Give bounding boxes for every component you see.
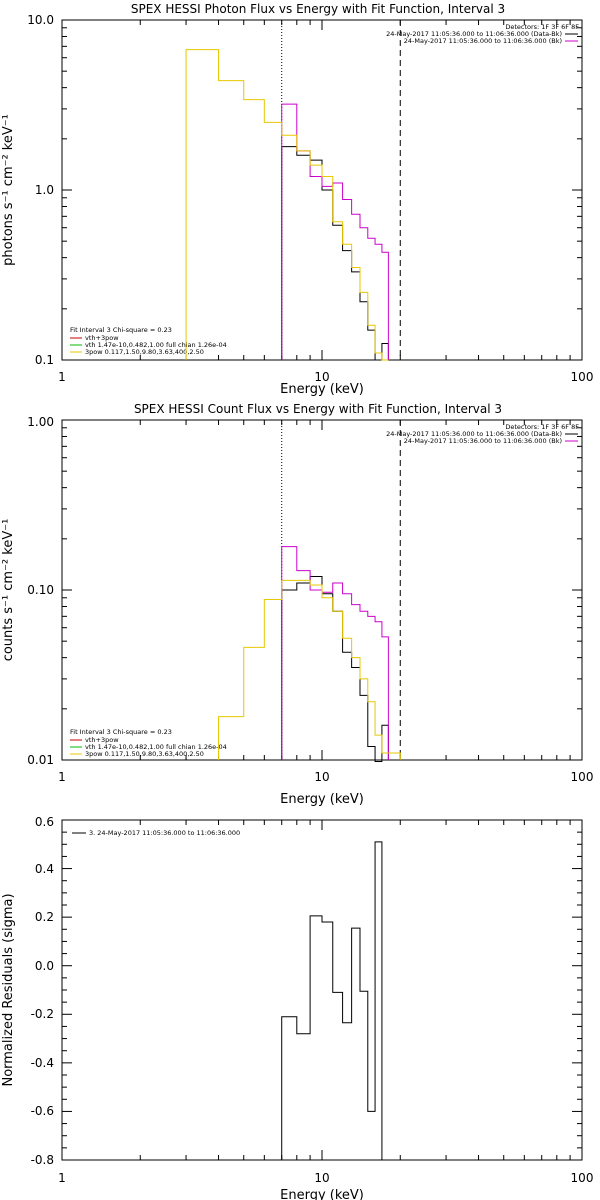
y-tick-label: 0.6: [35, 815, 54, 829]
x-axis-label: Energy (keV): [280, 382, 364, 397]
residuals-panel: Energy (keV) Normalized Residuals (sigma…: [1, 815, 593, 1200]
fit-info: Fit Interval 3 Chi-square = 0.23 vth+3po…: [70, 728, 227, 758]
detectors-label: Detectors: 1F 3F 6F 8F: [505, 23, 579, 31]
chart-title: SPEX HESSI Photon Flux vs Energy with Fi…: [131, 2, 505, 16]
x-tick-label: 1: [58, 770, 66, 784]
y-tick-label: -0.8: [31, 1153, 54, 1167]
fit-entry: vth 1.47e-10,0.482,1.00 full chian 1.26e…: [85, 743, 227, 751]
header-text: Detectors: 1F 3F 6F 8F 24-May-2017 11:05…: [386, 23, 579, 45]
x-axis-label: Energy (keV): [280, 792, 364, 807]
time-label-data-bk: 24-May-2017 11:05:36.000 to 11:06:36.000…: [386, 30, 562, 38]
y-tick-label: -0.4: [31, 1056, 54, 1070]
y-tick-label: 0.0: [35, 959, 54, 973]
series-line: [281, 103, 389, 360]
legend: 3. 24-May-2017 11:05:36.000 to 11:06:36.…: [72, 829, 240, 837]
chart-title: SPEX HESSI Count Flux vs Energy with Fit…: [134, 402, 502, 416]
y-tick-label: -0.2: [31, 1007, 54, 1021]
header-text: Detectors: 1F 3F 6F 8F 24-May-2017 11:05…: [386, 423, 579, 445]
y-tick-label: 0.1: [35, 353, 54, 367]
data-marks: [61, 819, 583, 1161]
fit-heading: Fit Interval 3 Chi-square = 0.23: [70, 326, 172, 334]
x-axis-label: Energy (keV): [280, 1188, 364, 1200]
y-axis-label: counts s⁻¹ cm⁻² keV⁻¹: [1, 519, 16, 662]
fit-heading: Fit Interval 3 Chi-square = 0.23: [70, 728, 172, 736]
detectors-label: Detectors: 1F 3F 6F 8F: [505, 423, 579, 431]
data-marks: [61, 419, 583, 762]
series-line: [218, 579, 401, 760]
time-label-bk: 24-May-2017 11:05:36.000 to 11:06:36.000…: [404, 37, 562, 45]
fit-entry: 3pow 0.117,1.50,9.80,3.63,400,2.50: [85, 750, 204, 758]
x-tick-label: 1: [58, 1171, 66, 1185]
y-tick-labels: -0.8 -0.6 -0.4 -0.2 0.0 0.2 0.4 0.6: [31, 815, 54, 1167]
y-tick-label: 0.10: [27, 583, 54, 597]
y-tick-label: 0.2: [35, 910, 54, 924]
x-tick-label: 100: [571, 1171, 594, 1185]
y-axis-label: Normalized Residuals (sigma): [1, 893, 16, 1086]
y-tick-label: 10.0: [27, 13, 54, 27]
fit-entry: vth+3pow: [85, 334, 119, 342]
y-tick-label: -0.6: [31, 1104, 54, 1118]
x-tick-label: 10: [314, 370, 329, 384]
x-tick-label: 10: [314, 770, 329, 784]
series-line: [281, 576, 389, 762]
series-line: [185, 49, 389, 361]
fit-entry: vth+3pow: [85, 736, 119, 744]
y-axis-label: photons s⁻¹ cm⁻² keV⁻¹: [1, 114, 16, 266]
series-line: [281, 546, 389, 760]
y-tick-label: 1.0: [35, 183, 54, 197]
legend-entry: 3. 24-May-2017 11:05:36.000 to 11:06:36.…: [89, 829, 240, 837]
series-line: [281, 146, 389, 361]
x-tick-label: 10: [314, 1171, 329, 1185]
y-tick-label: 1.00: [27, 415, 54, 429]
fit-info: Fit Interval 3 Chi-square = 0.23 vth+3po…: [70, 326, 227, 356]
data-marks: [61, 19, 583, 361]
series-line: [281, 841, 383, 1160]
photon-flux-panel: SPEX HESSI Photon Flux vs Energy with Fi…: [1, 2, 593, 397]
time-label-data-bk: 24-May-2017 11:05:36.000 to 11:06:36.000…: [386, 430, 562, 438]
x-tick-label: 100: [571, 770, 594, 784]
x-tick-label: 1: [58, 370, 66, 384]
plot-frame: [61, 819, 583, 1161]
y-tick-label: 0.4: [35, 862, 54, 876]
fit-entry: 3pow 0.117,1.50,9.80,3.63,400,2.50: [85, 348, 204, 356]
count-flux-panel: SPEX HESSI Count Flux vs Energy with Fit…: [1, 402, 593, 807]
y-tick-label: 0.01: [27, 753, 54, 767]
time-label-bk: 24-May-2017 11:05:36.000 to 11:06:36.000…: [404, 437, 562, 445]
fit-entry: vth 1.47e-10,0.482,1.00 full chian 1.26e…: [85, 341, 227, 349]
x-tick-label: 100: [571, 370, 594, 384]
